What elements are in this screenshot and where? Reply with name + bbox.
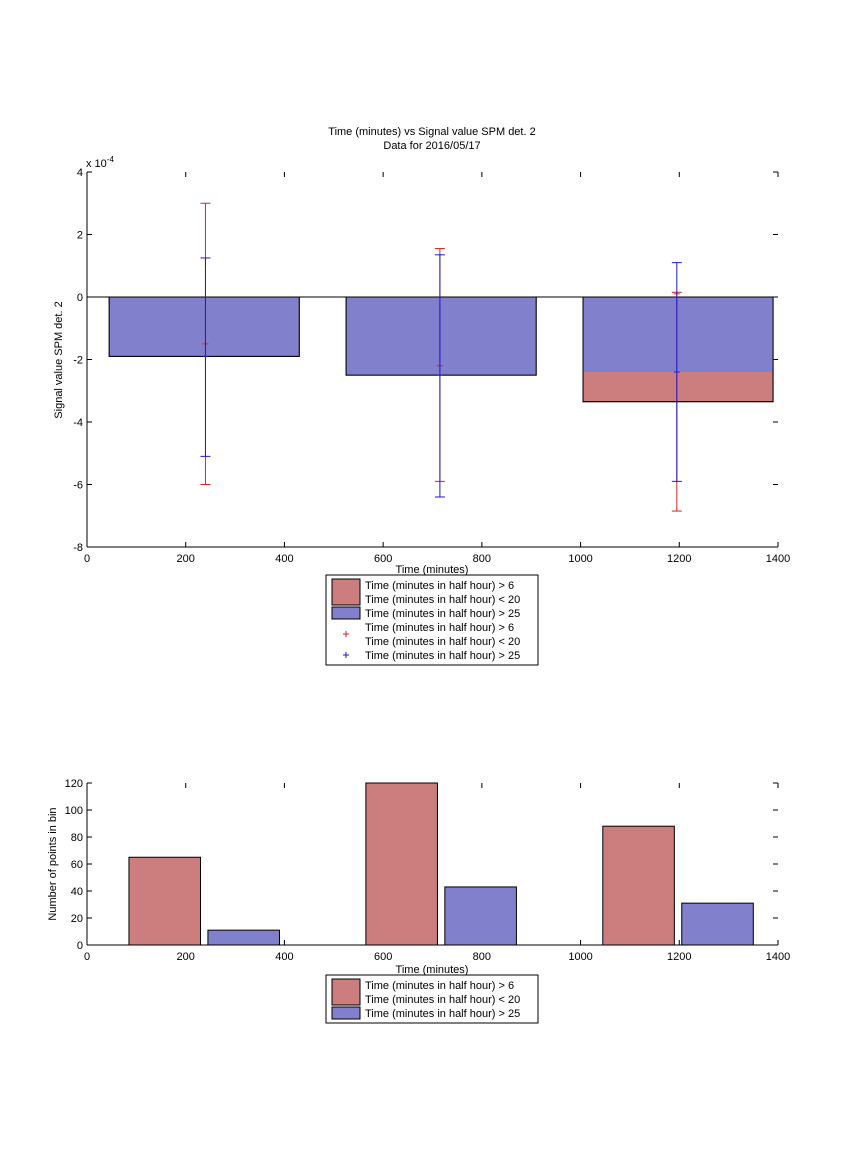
chart2-y-tick-label: 40 bbox=[71, 886, 83, 898]
chart1-x-tick-label: 1400 bbox=[766, 553, 790, 565]
chart2-bar-blue bbox=[444, 886, 517, 946]
chart1-exponent-power: -4 bbox=[107, 155, 115, 164]
chart1-legend-swatch-blue-patch bbox=[331, 606, 361, 620]
chart2-x-tick-label: 0 bbox=[84, 951, 90, 963]
chart1-y-tick-label: -8 bbox=[73, 542, 83, 554]
chart2-y-tick-label: 120 bbox=[65, 778, 83, 790]
chart1-exponent-label: x 10-4 bbox=[86, 155, 114, 170]
chart2-legend: Time (minutes in half hour) > 6 Time (min… bbox=[325, 974, 539, 1024]
chart2-x-axis-label: Time (minutes) bbox=[396, 964, 469, 976]
chart2-y-axis-label: Number of points in bin bbox=[47, 807, 59, 920]
chart2-bar-red bbox=[365, 782, 438, 946]
chart1-legend-text: Time (minutes in half hour) > 25 bbox=[365, 608, 520, 620]
chart1-legend: Time (minutes in half hour) > 6 Time (min… bbox=[325, 574, 539, 666]
chart1-y-tick-label: -4 bbox=[73, 417, 83, 429]
chart1-legend-text: Time (minutes in half hour) > 6 bbox=[365, 622, 514, 634]
chart1-title-line1: Time (minutes) vs Signal value SPM det. … bbox=[328, 126, 535, 138]
chart2-y-tick-label: 60 bbox=[71, 859, 83, 871]
chart2-bar-blue bbox=[681, 902, 754, 946]
chart2-legend-text: Time (minutes in half hour) < 20 bbox=[365, 994, 520, 1006]
chart1-legend-box bbox=[325, 574, 539, 666]
chart2-plot: 0 200 400 600 800 1000 1200 1400 0 20 40 60 80 100 120 bbox=[65, 778, 791, 963]
chart2-bar-red bbox=[602, 825, 675, 946]
chart1-x-tick-label: 800 bbox=[473, 553, 491, 565]
chart1-legend-swatch-red-patch bbox=[331, 578, 361, 606]
chart2-legend-text: Time (minutes in half hour) > 25 bbox=[365, 1008, 520, 1020]
chart2-bar-red bbox=[128, 856, 202, 946]
chart1-legend-text: Time (minutes in half hour) < 20 bbox=[365, 594, 520, 606]
chart2-x-tick-label: 1200 bbox=[667, 951, 691, 963]
chart1-legend-text: Time (minutes in half hour) > 6 bbox=[365, 580, 514, 592]
chart1-y-axis-label: Signal value SPM det. 2 bbox=[53, 301, 65, 418]
chart1-x-tick-label: 0 bbox=[84, 553, 90, 565]
chart1-y-tick-label: 4 bbox=[77, 167, 83, 179]
chart2-y-tick-label: 20 bbox=[71, 913, 83, 925]
chart2-x-tick-label: 200 bbox=[177, 951, 195, 963]
chart2-bar-blue bbox=[207, 929, 280, 946]
chart2-legend-box bbox=[325, 974, 539, 1024]
chart2-legend-text: Time (minutes in half hour) > 6 bbox=[365, 980, 514, 992]
chart1-x-tick-label: 200 bbox=[177, 553, 195, 565]
chart1-bar-blue bbox=[583, 297, 774, 372]
chart2-y-tick-label: 0 bbox=[77, 940, 83, 952]
chart2-y-tick-label: 100 bbox=[65, 805, 83, 817]
chart1-y-tick-label: -2 bbox=[73, 355, 83, 367]
chart2-x-tick-label: 1000 bbox=[568, 951, 592, 963]
chart1-x-tick-label: 600 bbox=[374, 553, 392, 565]
chart1-title-line2: Data for 2016/05/17 bbox=[383, 140, 480, 152]
chart2-legend-swatch-blue-patch bbox=[331, 1006, 361, 1020]
chart1-bar-blue bbox=[345, 296, 537, 376]
chart2-x-tick-label: 1400 bbox=[766, 951, 790, 963]
chart2-legend-swatch-red-patch bbox=[331, 978, 361, 1006]
chart1-x-axis-label: Time (minutes) bbox=[396, 564, 469, 576]
chart1-bar-blue bbox=[108, 296, 300, 357]
chart1-x-tick-label: 1000 bbox=[568, 553, 592, 565]
chart1-legend-text: Time (minutes in half hour) > 25 bbox=[365, 650, 520, 662]
chart2-x-tick-label: 400 bbox=[275, 951, 293, 963]
chart2-y-tick-label: 80 bbox=[71, 832, 83, 844]
chart1-y-tick-label: -6 bbox=[73, 480, 83, 492]
chart1-y-tick-label: 2 bbox=[77, 230, 83, 242]
chart1-exponent-base: x 10 bbox=[86, 158, 107, 170]
chart1-legend-text: Time (minutes in half hour) < 20 bbox=[365, 636, 520, 648]
chart1-x-tick-label: 400 bbox=[275, 553, 293, 565]
chart1-y-tick-label: 0 bbox=[77, 292, 83, 304]
chart1-x-tick-label: 1200 bbox=[667, 553, 691, 565]
chart2-x-tick-label: 600 bbox=[374, 951, 392, 963]
chart1-plot: 0 200 400 600 800 1000 1200 1400 -8 -6 -4 -2 0 2 4 bbox=[73, 167, 790, 565]
chart2-x-tick-label: 800 bbox=[473, 951, 491, 963]
